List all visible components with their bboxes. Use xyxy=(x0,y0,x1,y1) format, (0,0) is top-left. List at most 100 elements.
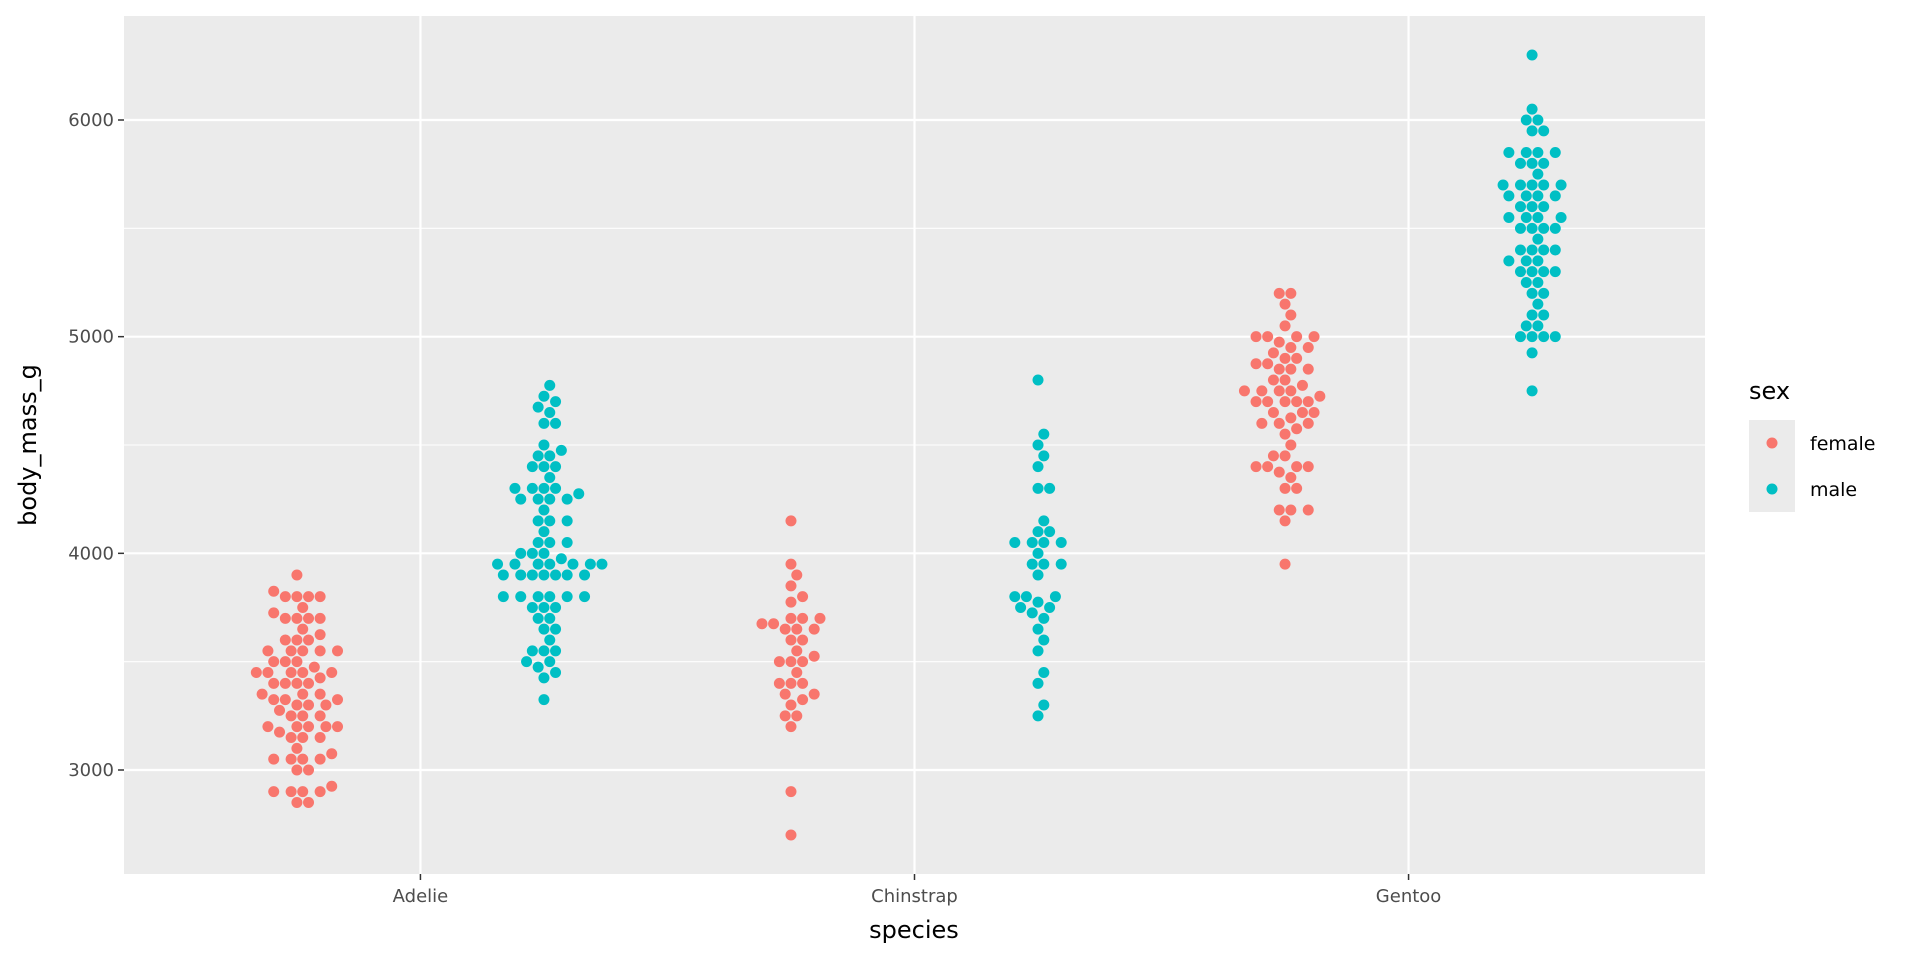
point-male-adelie xyxy=(567,558,579,570)
point-male-gentoo xyxy=(1549,147,1561,158)
x-tick-label: Chinstrap xyxy=(871,886,958,907)
y-axis-title: body_mass_g xyxy=(14,364,42,526)
point-female-adelie xyxy=(268,607,280,619)
point-female-adelie xyxy=(268,656,280,668)
point-female-chinstrap xyxy=(756,618,768,630)
point-female-gentoo xyxy=(1296,407,1308,418)
legend-label-male: male xyxy=(1810,479,1857,501)
point-male-gentoo xyxy=(1526,222,1538,234)
point-female-adelie xyxy=(303,612,315,624)
point-female-chinstrap xyxy=(808,688,820,700)
point-male-chinstrap xyxy=(1038,612,1050,624)
point-female-gentoo xyxy=(1279,428,1291,440)
point-female-chinstrap xyxy=(785,580,797,592)
point-female-gentoo xyxy=(1279,374,1291,386)
point-male-adelie xyxy=(538,569,550,581)
point-female-adelie xyxy=(279,677,291,689)
point-male-chinstrap xyxy=(1038,537,1050,548)
y-axis: 3000 4000 5000 6000 xyxy=(68,110,124,781)
point-female-adelie xyxy=(332,645,344,657)
point-male-adelie xyxy=(538,417,550,429)
point-female-adelie xyxy=(314,645,326,657)
grid-lines xyxy=(124,16,1705,874)
point-male-adelie xyxy=(532,661,544,673)
point-male-chinstrap xyxy=(1049,591,1061,603)
point-male-adelie xyxy=(544,407,556,418)
point-female-gentoo xyxy=(1267,450,1279,462)
point-male-gentoo xyxy=(1526,103,1538,115)
point-female-adelie xyxy=(291,634,303,646)
point-female-chinstrap xyxy=(773,677,785,689)
point-male-chinstrap xyxy=(1020,591,1032,603)
point-male-gentoo xyxy=(1532,212,1544,223)
point-female-adelie xyxy=(297,623,309,635)
point-female-adelie xyxy=(250,667,262,678)
x-tick-label: Gentoo xyxy=(1376,886,1442,907)
point-female-gentoo xyxy=(1285,309,1297,321)
point-male-adelie xyxy=(544,558,556,570)
point-male-adelie xyxy=(532,401,544,413)
point-male-adelie xyxy=(532,558,544,570)
point-male-gentoo xyxy=(1538,179,1550,191)
point-male-gentoo xyxy=(1532,190,1544,202)
point-female-adelie xyxy=(279,591,291,603)
point-female-adelie xyxy=(303,677,315,689)
point-male-adelie xyxy=(544,612,556,624)
point-male-adelie xyxy=(515,547,527,559)
point-female-chinstrap xyxy=(814,612,826,624)
legend: sex female male xyxy=(1749,377,1876,512)
point-female-gentoo xyxy=(1291,331,1303,343)
point-female-gentoo xyxy=(1267,347,1279,359)
point-male-adelie xyxy=(561,493,573,505)
point-male-adelie xyxy=(544,379,556,391)
point-female-chinstrap xyxy=(785,596,797,608)
point-female-gentoo xyxy=(1279,396,1291,408)
point-male-adelie xyxy=(544,537,556,548)
point-male-chinstrap xyxy=(1032,439,1044,451)
point-female-chinstrap xyxy=(808,623,820,635)
point-female-adelie xyxy=(314,612,326,624)
point-male-gentoo xyxy=(1514,222,1526,234)
point-male-adelie xyxy=(561,569,573,581)
point-male-adelie xyxy=(550,569,562,581)
point-female-chinstrap xyxy=(791,667,803,678)
point-female-gentoo xyxy=(1308,407,1320,418)
point-male-gentoo xyxy=(1526,331,1538,343)
point-male-gentoo xyxy=(1526,385,1538,397)
point-female-chinstrap xyxy=(791,623,803,635)
point-female-adelie xyxy=(285,710,297,722)
point-male-chinstrap xyxy=(1032,547,1044,559)
point-female-adelie xyxy=(285,753,297,765)
point-male-chinstrap xyxy=(1026,607,1038,619)
point-female-adelie xyxy=(326,748,338,760)
point-female-adelie xyxy=(291,569,303,581)
point-female-adelie xyxy=(291,797,303,808)
point-male-adelie xyxy=(526,547,538,559)
point-female-gentoo xyxy=(1279,298,1291,310)
point-male-gentoo xyxy=(1538,157,1550,169)
point-male-adelie xyxy=(497,569,509,581)
point-male-adelie xyxy=(538,526,550,538)
point-female-gentoo xyxy=(1273,385,1285,397)
point-female-adelie xyxy=(279,612,291,624)
point-female-adelie xyxy=(291,742,303,754)
point-female-gentoo xyxy=(1302,504,1314,516)
point-male-adelie xyxy=(544,515,556,527)
point-male-adelie xyxy=(521,656,533,668)
point-female-gentoo xyxy=(1250,461,1262,473)
point-male-chinstrap xyxy=(1038,450,1050,462)
point-male-gentoo xyxy=(1549,190,1561,202)
point-female-gentoo xyxy=(1279,482,1291,494)
point-male-chinstrap xyxy=(1032,569,1044,581)
point-male-adelie xyxy=(515,591,527,603)
point-male-adelie xyxy=(515,493,527,505)
point-male-chinstrap xyxy=(1015,602,1027,613)
point-female-gentoo xyxy=(1291,396,1303,408)
point-female-adelie xyxy=(285,786,297,798)
point-male-adelie xyxy=(532,493,544,505)
point-male-adelie xyxy=(526,569,538,581)
point-male-gentoo xyxy=(1526,244,1538,256)
point-male-chinstrap xyxy=(1026,558,1038,570)
point-male-gentoo xyxy=(1532,255,1544,267)
point-female-gentoo xyxy=(1250,331,1262,343)
